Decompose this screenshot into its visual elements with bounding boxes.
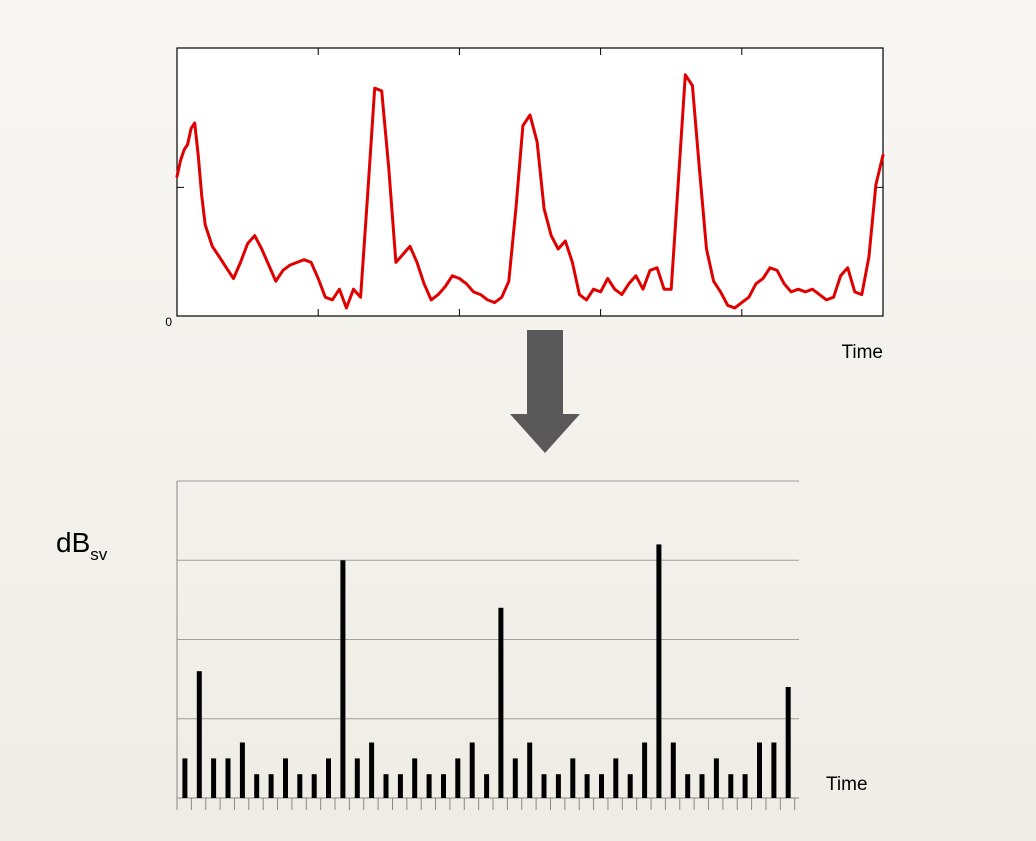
bar-7 — [283, 758, 288, 798]
bar-42 — [785, 687, 791, 798]
top-plot-area — [176, 47, 884, 317]
bar-2 — [211, 758, 217, 798]
bar-22 — [498, 607, 504, 798]
series-line — [175, 73, 885, 310]
bar-28 — [584, 774, 590, 798]
origin-tick-label: 0 — [165, 315, 172, 329]
bar-21 — [484, 774, 490, 798]
bar-37 — [713, 758, 719, 798]
bar-19 — [455, 758, 461, 798]
bar-8 — [297, 774, 303, 798]
bar-35 — [685, 774, 691, 798]
bar-31 — [627, 774, 633, 798]
bar-6 — [268, 774, 274, 798]
bar-4 — [239, 742, 245, 798]
top-axis-ticks — [177, 48, 883, 316]
bar-13 — [369, 742, 375, 798]
bar-20 — [469, 742, 475, 798]
bar-26 — [555, 774, 561, 798]
bar-3 — [225, 758, 231, 798]
bar-14 — [383, 774, 389, 798]
top-x-axis-label: Time — [841, 342, 883, 363]
bar-32 — [642, 742, 648, 798]
bar-34 — [670, 742, 676, 798]
bar-24 — [527, 742, 533, 798]
bar-9 — [311, 774, 317, 798]
bar-1 — [196, 671, 202, 798]
bar-10 — [326, 758, 331, 798]
echo-intensity-line-chart: 0 Time — [165, 47, 885, 363]
bar-39 — [742, 774, 748, 798]
bar-18 — [441, 774, 446, 798]
bar-33 — [656, 544, 662, 798]
bar-15 — [397, 774, 403, 798]
bottom-y-axis-label: dBsv — [56, 527, 108, 564]
bar-40 — [757, 742, 762, 798]
bar-0 — [182, 758, 188, 798]
bar-11 — [340, 560, 346, 799]
bar-36 — [699, 774, 705, 798]
y-label-main: dB — [56, 527, 90, 558]
bar-25 — [541, 774, 547, 798]
down-arrow-icon — [510, 330, 580, 453]
bar-27 — [570, 758, 576, 798]
sv-bar-chart: dBsv Time — [56, 480, 868, 810]
bar-16 — [412, 758, 418, 798]
bar-29 — [599, 774, 604, 798]
bottom-gridlines — [177, 480, 799, 720]
bottom-x-axis-label: Time — [826, 774, 868, 795]
bar-5 — [254, 774, 260, 798]
bar-23 — [512, 758, 518, 798]
bars — [182, 544, 791, 799]
bar-38 — [728, 774, 734, 798]
bar-30 — [613, 758, 619, 798]
bar-12 — [354, 758, 360, 798]
bar-17 — [426, 774, 432, 798]
bar-41 — [771, 742, 777, 798]
bottom-x-ticks — [176, 798, 796, 810]
y-label-subscript: sv — [90, 545, 108, 564]
